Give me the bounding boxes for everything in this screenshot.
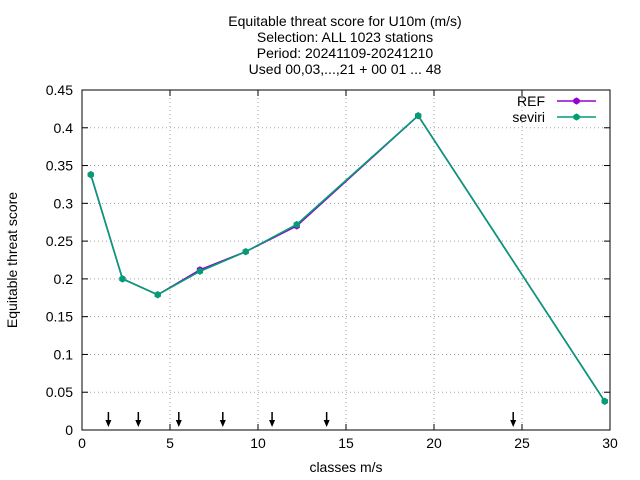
title-line: Period: 20241109-20241210	[257, 45, 434, 61]
y-tick-label: 0.1	[54, 346, 74, 362]
y-axis-title: Equitable threat score	[4, 192, 20, 328]
y-tick-label: 0.15	[46, 309, 73, 325]
class-arrow-head	[510, 420, 517, 427]
legend-marker	[573, 113, 580, 121]
data-point	[196, 267, 204, 275]
legend-label: seviri	[512, 109, 545, 125]
legend-label: REF	[517, 93, 545, 109]
title-line: Equitable threat score for U10m (m/s)	[228, 13, 461, 29]
y-tick-label: 0.4	[54, 120, 74, 136]
x-tick-label: 10	[250, 435, 266, 451]
class-arrow-head	[269, 420, 276, 427]
data-point	[154, 291, 161, 299]
class-arrows	[105, 412, 517, 427]
axis-ticks: 0 0.05 0.1 0.15 0.2 0.25 0.3 0.35 0.4 0.45 0 5 10 15 2…	[46, 82, 618, 451]
data-point	[293, 220, 300, 229]
grid	[82, 90, 610, 430]
class-arrow-head	[323, 420, 330, 427]
data-point	[415, 112, 422, 120]
y-tick-label: 0.3	[54, 195, 74, 211]
series-line-1	[90, 114, 606, 402]
data-point	[87, 171, 94, 179]
x-tick-label: 25	[514, 435, 530, 451]
y-tick-label: 0.25	[46, 233, 73, 249]
y-tick-label: 0	[65, 422, 73, 438]
x-tick-label: 20	[426, 435, 442, 451]
class-arrow-head	[105, 420, 112, 427]
legend-marker	[573, 97, 580, 105]
series-line-0	[90, 114, 606, 402]
class-arrow-head	[135, 420, 142, 427]
data-point	[601, 397, 608, 405]
title-line: Selection: ALL 1023 stations	[257, 29, 433, 45]
class-arrow-head	[219, 420, 226, 427]
y-tick-label: 0.35	[46, 158, 73, 174]
y-tick-label: 0.2	[54, 271, 74, 287]
class-arrow-head	[175, 420, 182, 427]
x-tick-label: 5	[166, 435, 174, 451]
title-line: Used 00,03,...,21 + 00 01 ... 48	[249, 61, 442, 77]
x-axis-title: classes m/s	[309, 459, 382, 475]
y-tick-label: 0.05	[46, 384, 73, 400]
x-tick-label: 0	[78, 435, 86, 451]
x-tick-label: 15	[338, 435, 354, 451]
data-point	[119, 275, 126, 283]
series-lines	[87, 112, 608, 405]
data-point	[242, 248, 249, 256]
chart-title: Equitable threat score for U10m (m/s)Sel…	[228, 13, 461, 77]
x-tick-label: 30	[602, 435, 618, 451]
y-tick-label: 0.45	[46, 82, 73, 98]
